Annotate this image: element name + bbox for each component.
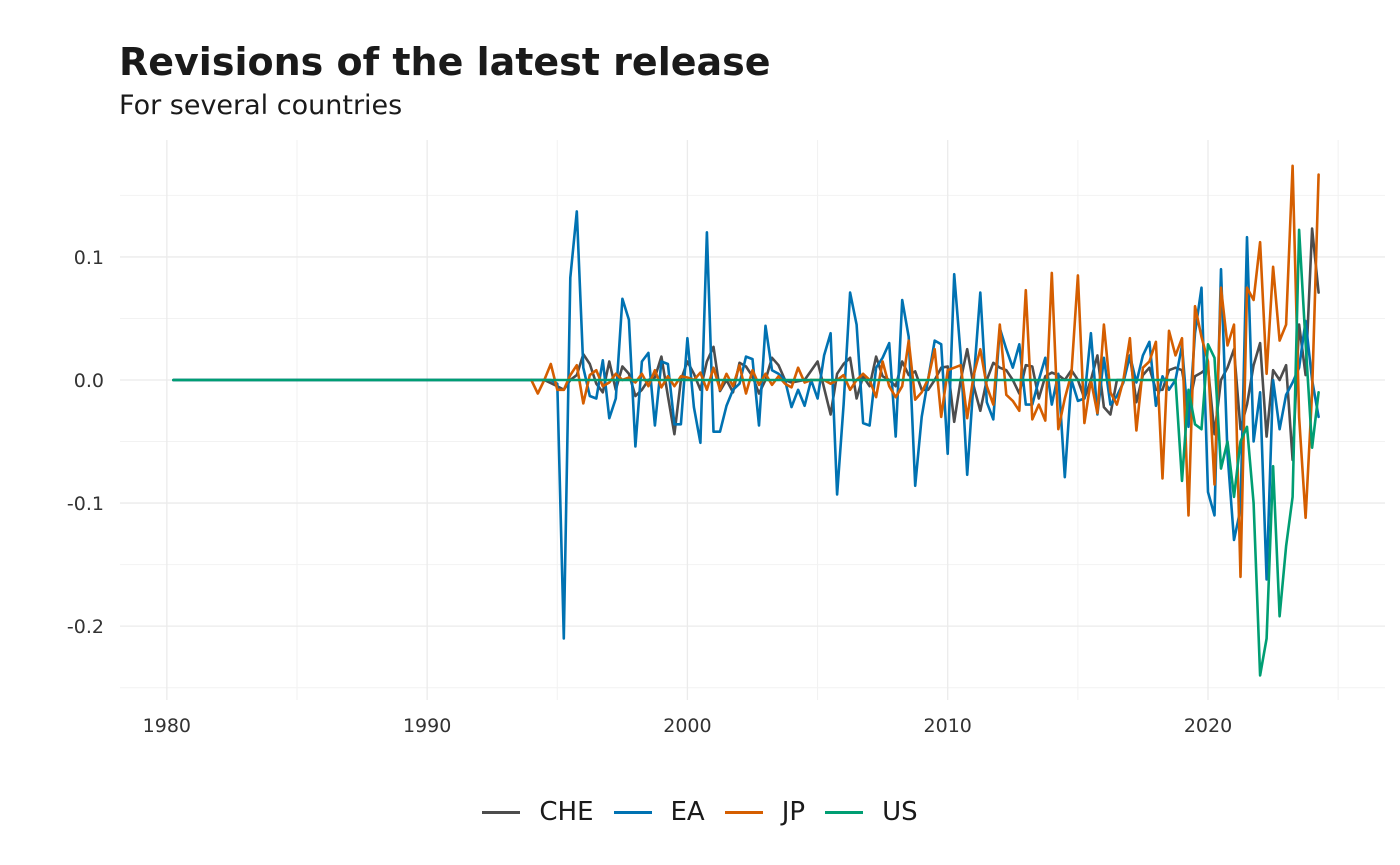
legend-key [825, 810, 864, 814]
series-line-us [172, 228, 1320, 677]
series-line-ea [172, 210, 1320, 640]
legend-label: JP [781, 797, 806, 827]
y-tick-label: -0.1 [67, 493, 104, 515]
x-tick-label: 1980 [143, 715, 191, 737]
y-axis: 0.1 0.0 -0.1 -0.2 [67, 247, 104, 638]
y-tick-label: 0.0 [74, 370, 104, 392]
x-tick-label: 1990 [403, 715, 451, 737]
legend: CHE EA JP US [0, 790, 1400, 834]
legend-key [482, 810, 521, 814]
chart-title: Revisions of the latest release [119, 40, 771, 84]
legend-item-ea: EA [613, 797, 705, 827]
x-tick-label: 2010 [924, 715, 972, 737]
legend-item-che: CHE [482, 797, 594, 827]
legend-key [613, 810, 652, 814]
series-layer [172, 164, 1320, 677]
x-axis: 1980 1990 2000 2010 2020 [143, 715, 1233, 737]
y-tick-label: -0.2 [67, 616, 104, 638]
y-tick-label: 0.1 [74, 247, 104, 269]
legend-label: US [882, 797, 918, 827]
chart-subtitle: For several countries [119, 90, 403, 121]
legend-label: EA [670, 797, 705, 827]
legend-item-us: US [825, 797, 918, 827]
x-tick-label: 2000 [663, 715, 711, 737]
legend-item-jp: JP [724, 797, 806, 827]
legend-key [724, 810, 763, 814]
legend-label: CHE [539, 797, 594, 827]
x-tick-label: 2020 [1184, 715, 1232, 737]
series-line-jp [529, 164, 1320, 579]
